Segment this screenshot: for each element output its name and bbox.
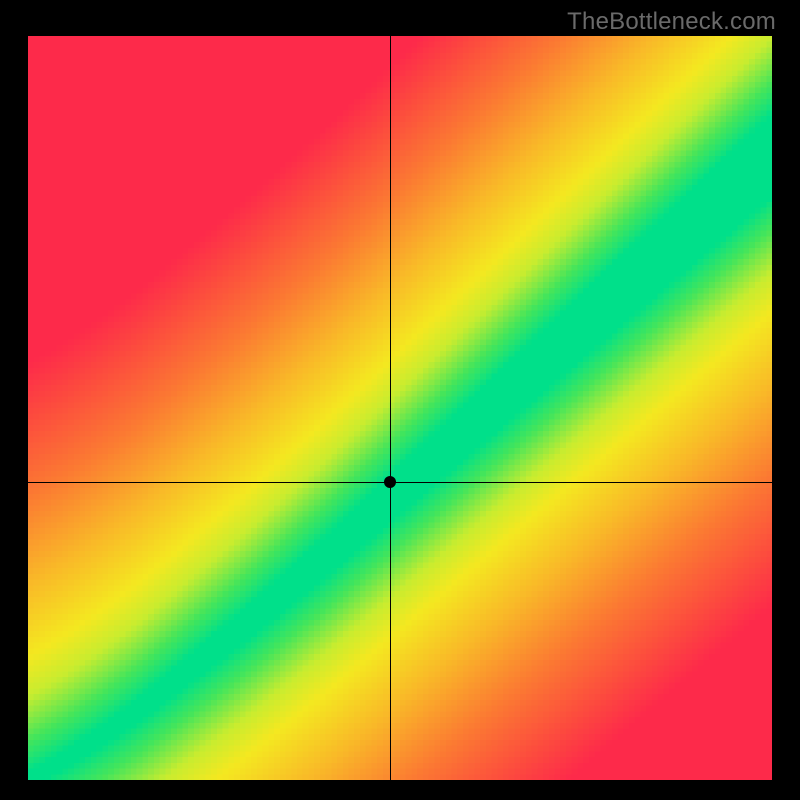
plot-area [28,36,772,780]
crosshair-vertical [390,36,391,780]
heatmap-canvas [28,36,772,780]
watermark-text: TheBottleneck.com [567,8,776,36]
crosshair-marker [384,476,396,488]
crosshair-horizontal [28,482,772,483]
